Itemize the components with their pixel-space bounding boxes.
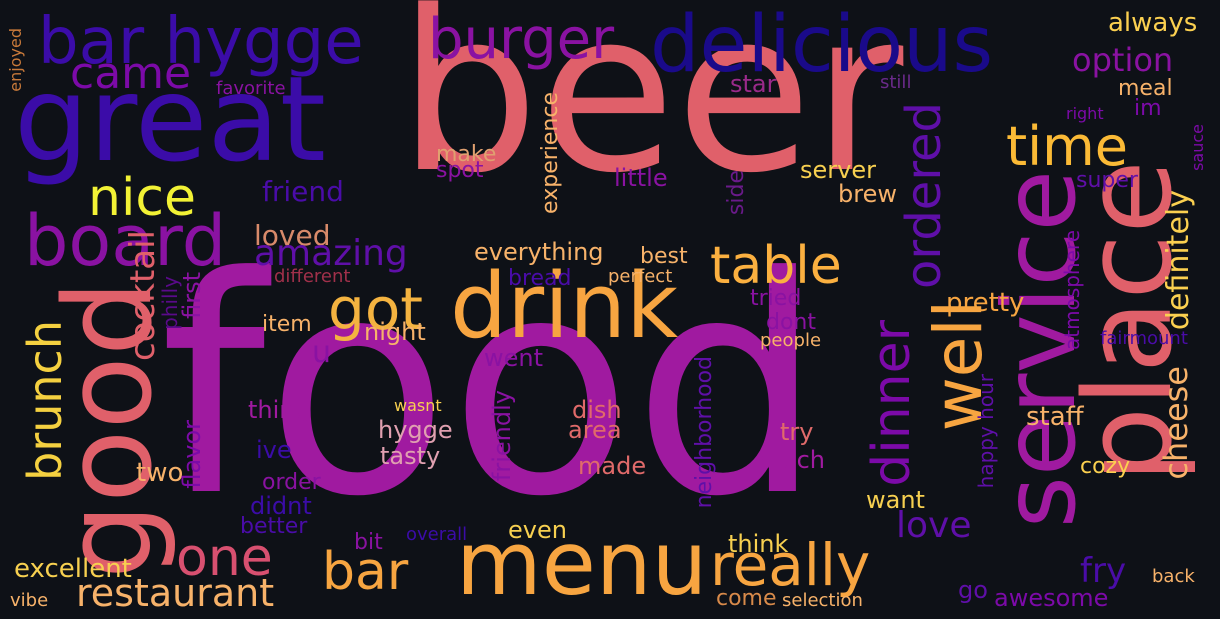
- word-bar-hygge: bar hygge: [38, 5, 364, 79]
- word-overall: overall: [406, 524, 468, 545]
- word-fry: fry: [1080, 551, 1127, 591]
- word-even: even: [508, 516, 567, 544]
- word-side: side: [724, 170, 749, 216]
- word-restaurant: restaurant: [76, 571, 275, 615]
- word-people: people: [760, 330, 822, 351]
- word-want: want: [866, 486, 925, 514]
- word-back: back: [1152, 566, 1195, 587]
- word-different: different: [274, 266, 351, 287]
- word-went: went: [484, 344, 544, 372]
- word-still: still: [880, 72, 912, 93]
- word-ordered: ordered: [896, 102, 952, 289]
- word-board: board: [24, 200, 227, 282]
- word-brunch: brunch: [18, 320, 72, 481]
- word-burger: burger: [428, 7, 615, 72]
- word-im: im: [1134, 96, 1162, 121]
- word-time: time: [1006, 115, 1129, 178]
- word-enjoyed: enjoyed: [6, 28, 25, 92]
- word-selection: selection: [782, 590, 863, 611]
- word-flavor: flavor: [178, 420, 206, 489]
- word-try: try: [780, 418, 814, 446]
- word-really: really: [710, 531, 871, 599]
- word-atmosphere: atmosphere: [1060, 230, 1084, 350]
- word-amazing: amazing: [254, 233, 408, 274]
- word-item: item: [262, 312, 312, 337]
- word-come: come: [716, 586, 777, 611]
- word-cozy: cozy: [1080, 454, 1131, 479]
- word-made: made: [578, 452, 647, 480]
- word-meal: meal: [1118, 76, 1173, 101]
- word-everything: everything: [474, 238, 604, 266]
- word-dinner: dinner: [862, 320, 922, 487]
- word-beer: beer: [398, 0, 904, 222]
- word-first: first: [178, 272, 206, 319]
- word-experience: experience: [538, 92, 563, 214]
- word-make: make: [436, 142, 497, 167]
- word-happy-hour: happy hour: [974, 374, 998, 489]
- word-best: best: [640, 244, 688, 269]
- word-cheese: cheese: [1157, 366, 1195, 480]
- word-two: two: [136, 458, 184, 488]
- word-sauce: sauce: [1188, 124, 1207, 171]
- word-right: right: [1066, 104, 1104, 123]
- word-perfect: perfect: [608, 266, 673, 287]
- word-philly: philly: [158, 276, 182, 330]
- word-got: got: [328, 275, 424, 343]
- word-friendly: friendly: [488, 390, 516, 482]
- word-option: option: [1072, 41, 1174, 79]
- word-star: star: [730, 70, 777, 98]
- word-night: night: [364, 318, 426, 346]
- word-loved: loved: [254, 219, 331, 252]
- word-great: great: [14, 50, 326, 188]
- word-neighborhood: neighborhood: [692, 356, 717, 509]
- word-table: table: [710, 236, 842, 296]
- word-spot: spot: [436, 158, 484, 183]
- word-came: came: [70, 48, 192, 99]
- word-think: think: [728, 530, 789, 558]
- word-hygge: hygge: [378, 416, 453, 444]
- word-tasty: tasty: [380, 442, 441, 470]
- word-friend: friend: [262, 175, 344, 208]
- word-one: one: [176, 528, 273, 588]
- word-u: u: [312, 335, 332, 370]
- word-tried: tried: [750, 286, 802, 311]
- word-go: go: [958, 576, 988, 604]
- word-definitely: definitely: [1161, 190, 1196, 331]
- word-cocktail: cocktail: [123, 230, 163, 361]
- word-vibe: vibe: [10, 590, 49, 611]
- word-love: love: [896, 505, 972, 546]
- word-dish: dish: [572, 396, 622, 424]
- word-delicious: delicious: [650, 0, 994, 90]
- word-didnt: didnt: [250, 492, 312, 520]
- word-bit: bit: [354, 530, 383, 555]
- word-dont: dont: [766, 310, 816, 335]
- word-staff: staff: [1026, 402, 1084, 432]
- word-bread: bread: [508, 266, 572, 291]
- word-area: area: [568, 416, 622, 444]
- word-much: much: [758, 446, 825, 474]
- word-ive: ive: [256, 436, 292, 464]
- word-pretty: pretty: [946, 288, 1025, 318]
- word-server: server: [800, 156, 876, 184]
- word-awesome: awesome: [994, 584, 1109, 612]
- word-super: super: [1076, 168, 1138, 193]
- word-thing: thing: [248, 396, 310, 424]
- word-brew: brew: [838, 180, 897, 208]
- word-better: better: [240, 514, 308, 539]
- word-drink: drink: [450, 254, 679, 359]
- word-bar: bar: [322, 542, 409, 602]
- word-favorite: favorite: [216, 78, 286, 99]
- word-always: always: [1108, 8, 1198, 38]
- word-food: food: [160, 213, 824, 562]
- word-wasnt: wasnt: [394, 396, 442, 415]
- word-fairmount: fairmount: [1100, 328, 1188, 349]
- word-order: order: [262, 470, 321, 495]
- word-menu: menu: [456, 512, 708, 615]
- word-excellent: excellent: [14, 554, 132, 584]
- word-little: little: [614, 164, 668, 192]
- word-nice: nice: [88, 168, 196, 228]
